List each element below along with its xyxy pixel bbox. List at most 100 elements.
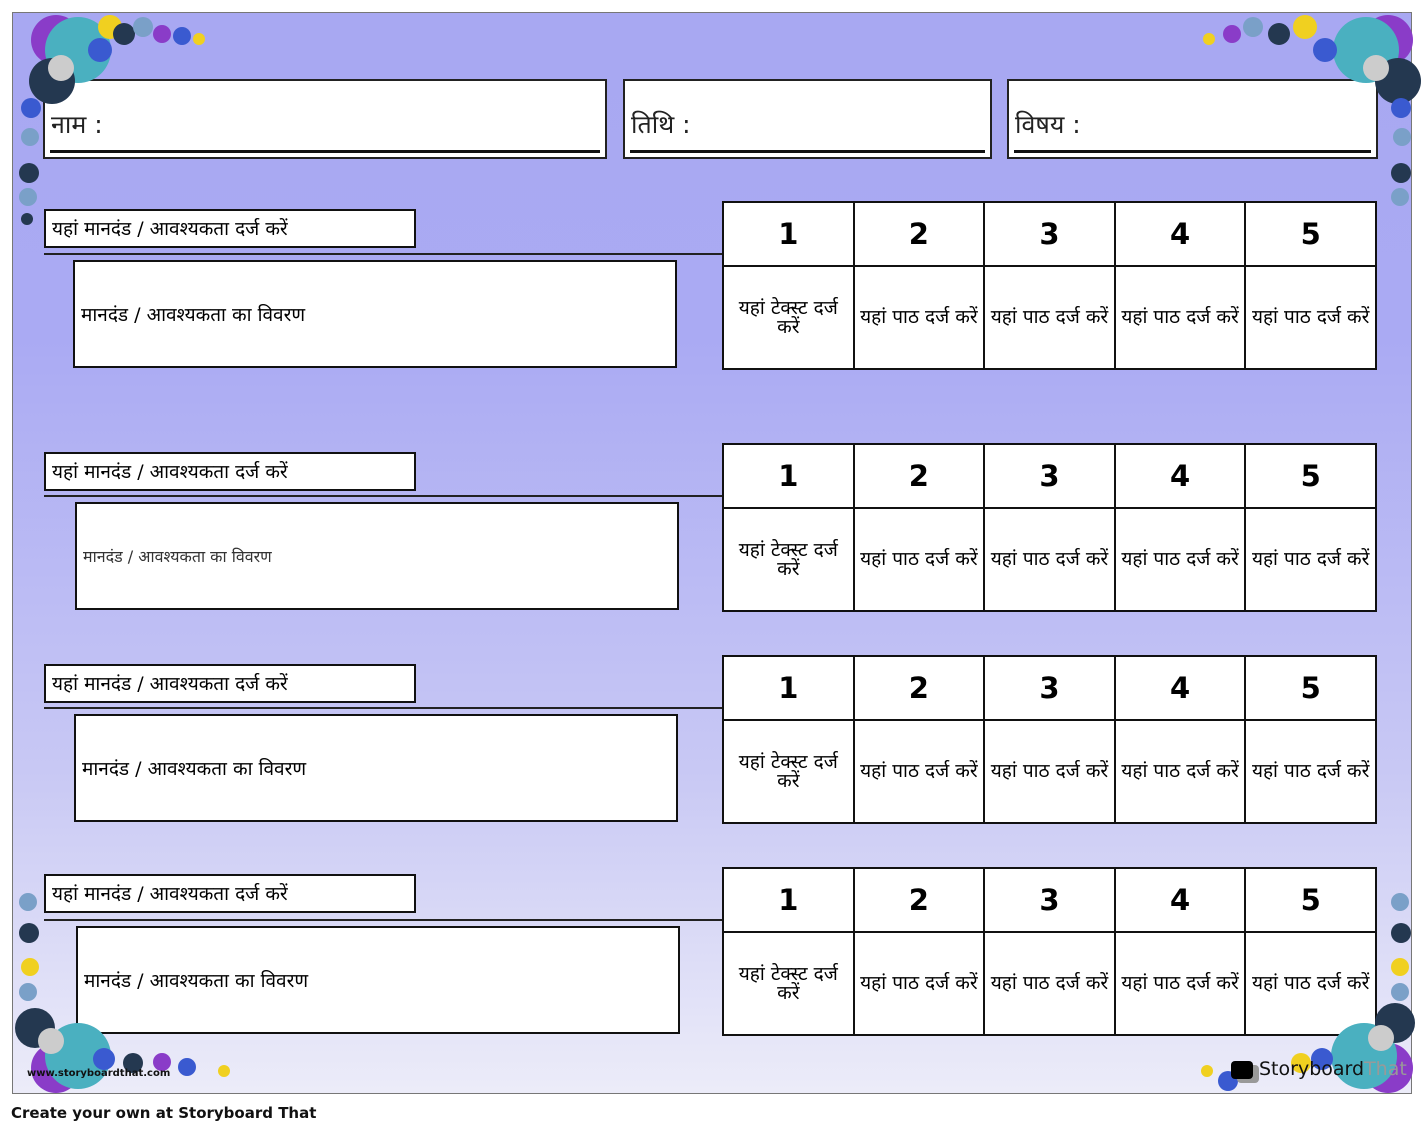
planet-icon <box>193 33 205 45</box>
planet-icon <box>21 958 39 976</box>
planet-icon <box>1293 15 1317 39</box>
score-cell[interactable]: यहां पाठ दर्ज करें <box>852 719 986 824</box>
planet-icon <box>19 188 37 206</box>
planet-icon <box>1391 983 1409 1001</box>
score-header: 4 <box>1113 201 1247 267</box>
criteria-input[interactable]: यहां मानदंड / आवश्यकता दर्ज करें <box>44 664 416 703</box>
worksheet-page: नाम : तिथि : विषय : यहां मानदंड / आवश्यक… <box>12 12 1421 1094</box>
planet-icon <box>153 1053 171 1071</box>
planet-icon <box>1363 55 1389 81</box>
score-cell[interactable]: यहां पाठ दर्ज करें <box>852 265 986 370</box>
score-header: 1 <box>722 443 855 509</box>
divider-line <box>44 919 724 921</box>
planet-icon <box>19 923 39 943</box>
score-cell[interactable]: यहां पाठ दर्ज करें <box>983 719 1116 824</box>
description-text: मानदंड / आवश्यकता का विवरण <box>83 547 272 566</box>
divider-line <box>44 707 724 709</box>
score-header: 4 <box>1113 655 1247 721</box>
score-header: 2 <box>852 443 986 509</box>
planet-icon <box>1391 98 1411 118</box>
description-box[interactable]: मानदंड / आवश्यकता का विवरण <box>76 926 680 1034</box>
score-cell[interactable]: यहां टेक्स्ट दर्ज करें <box>722 931 855 1036</box>
score-header: 3 <box>983 867 1116 933</box>
planet-icon <box>1391 893 1409 911</box>
planet-icon <box>1391 163 1411 183</box>
score-cell[interactable]: यहां पाठ दर्ज करें <box>852 507 986 612</box>
speech-bubble-icon <box>1231 1060 1253 1079</box>
score-header: 4 <box>1113 867 1247 933</box>
score-cell[interactable]: यहां पाठ दर्ज करें <box>1113 507 1247 612</box>
score-table: 1 2 3 4 5 यहां टेक्स्ट दर्ज करें यहां पाठ दर्ज… <box>722 201 1377 370</box>
criteria-input[interactable]: यहां मानदंड / आवश्यकता दर्ज करें <box>44 874 416 913</box>
date-underline <box>630 150 985 153</box>
planet-icon <box>133 17 153 37</box>
score-header: 3 <box>983 655 1116 721</box>
score-cell[interactable]: यहां पाठ दर्ज करें <box>1244 719 1377 824</box>
score-cell[interactable]: यहां पाठ दर्ज करें <box>1244 507 1377 612</box>
score-cell[interactable]: यहां पाठ दर्ज करें <box>983 507 1116 612</box>
score-cell[interactable]: यहां टेक्स्ट दर्ज करें <box>722 507 855 612</box>
planet-icon <box>1368 1025 1394 1051</box>
watermark: www.storyboardthat.com <box>27 1068 171 1079</box>
score-cell[interactable]: यहां पाठ दर्ज करें <box>1113 719 1247 824</box>
score-header: 5 <box>1244 867 1377 933</box>
planet-icon <box>1313 38 1337 62</box>
planet-icon <box>88 38 112 62</box>
date-field[interactable]: तिथि : <box>623 79 992 159</box>
criteria-input[interactable]: यहां मानदंड / आवश्यकता दर्ज करें <box>44 209 416 248</box>
footer-link[interactable]: Create your own at Storyboard That <box>11 1104 317 1122</box>
score-cell[interactable]: यहां पाठ दर्ज करें <box>1113 265 1247 370</box>
planet-icon <box>1391 958 1409 976</box>
planet-icon <box>1268 23 1290 45</box>
score-cell[interactable]: यहां पाठ दर्ज करें <box>852 931 986 1036</box>
planet-icon <box>19 983 37 1001</box>
score-header: 2 <box>852 201 986 267</box>
description-box[interactable]: मानदंड / आवश्यकता का विवरण <box>73 260 677 368</box>
planet-icon <box>19 163 39 183</box>
score-header: 1 <box>722 201 855 267</box>
planet-icon <box>48 55 74 81</box>
score-cell[interactable]: यहां पाठ दर्ज करें <box>983 265 1116 370</box>
subject-label: विषय : <box>1015 110 1081 139</box>
description-box[interactable]: मानदंड / आवश्यकता का विवरण <box>75 502 679 610</box>
planet-icon <box>1393 128 1411 146</box>
planet-icon <box>1391 923 1411 943</box>
divider-line <box>44 495 724 497</box>
score-header: 1 <box>722 655 855 721</box>
planet-icon <box>1391 188 1409 206</box>
planet-icon <box>1243 17 1263 37</box>
score-header: 3 <box>983 443 1116 509</box>
planet-icon <box>21 213 33 225</box>
score-header: 4 <box>1113 443 1247 509</box>
score-header: 1 <box>722 867 855 933</box>
score-cell[interactable]: यहां पाठ दर्ज करें <box>1244 265 1377 370</box>
name-field[interactable]: नाम : <box>43 79 607 159</box>
logo-text-that: That <box>1364 1058 1407 1080</box>
score-table: 1 2 3 4 5 यहां टेक्स्ट दर्ज करें यहां पाठ दर्ज… <box>722 655 1377 824</box>
score-table: 1 2 3 4 5 यहां टेक्स्ट दर्ज करें यहां पाठ दर्ज… <box>722 867 1377 1036</box>
criteria-input[interactable]: यहां मानदंड / आवश्यकता दर्ज करें <box>44 452 416 491</box>
score-header: 2 <box>852 655 986 721</box>
subject-field[interactable]: विषय : <box>1007 79 1378 159</box>
description-text: मानदंड / आवश्यकता का विवरण <box>84 970 309 992</box>
planet-icon <box>178 1058 196 1076</box>
score-cell[interactable]: यहां पाठ दर्ज करें <box>1113 931 1247 1036</box>
score-cell[interactable]: यहां टेक्स्ट दर्ज करें <box>722 719 855 824</box>
score-cell[interactable]: यहां पाठ दर्ज करें <box>1244 931 1377 1036</box>
date-label: तिथि : <box>631 110 691 139</box>
planet-icon <box>1291 1053 1311 1073</box>
divider-line <box>44 253 724 255</box>
score-cell[interactable]: यहां टेक्स्ट दर्ज करें <box>722 265 855 370</box>
planet-icon <box>113 23 135 45</box>
planet-icon <box>21 98 41 118</box>
planet-icon <box>1201 1065 1213 1077</box>
score-header: 5 <box>1244 443 1377 509</box>
description-text: मानदंड / आवश्यकता का विवरण <box>81 304 306 326</box>
planet-icon <box>123 1053 143 1073</box>
score-cell[interactable]: यहां पाठ दर्ज करें <box>983 931 1116 1036</box>
planet-icon <box>218 1065 230 1077</box>
planet-icon <box>38 1028 64 1054</box>
score-header: 2 <box>852 867 986 933</box>
description-box[interactable]: मानदंड / आवश्यकता का विवरण <box>74 714 678 822</box>
planet-icon <box>93 1048 115 1070</box>
